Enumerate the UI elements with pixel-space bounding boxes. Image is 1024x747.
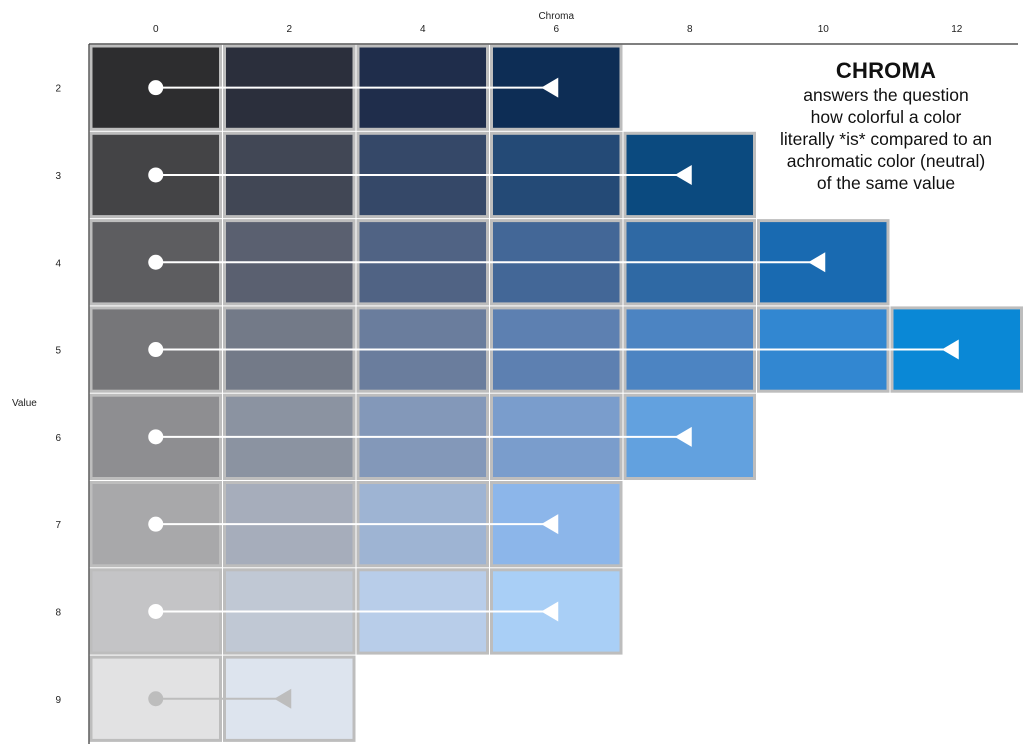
arrow-start-dot [148,429,164,445]
x-tick-label: 4 [420,24,426,35]
annotation-line-2: how colorful a color [810,107,962,127]
arrow-head [808,252,826,273]
y-tick-label: 4 [55,258,61,269]
arrow-start-dot [148,603,164,619]
arrow-start-dot [148,342,164,358]
y-tick-label: 3 [55,171,61,182]
arrow-start-dot [148,80,164,96]
annotation-title: CHROMA [835,58,937,83]
x-tick-label: 12 [951,24,963,35]
y-tick-label: 8 [55,607,61,618]
x-tick-label: 6 [553,24,559,35]
arrow-start-dot [148,516,164,532]
arrow-head [941,339,959,360]
y-axis-title: Value [12,398,37,409]
x-tick-label: 10 [818,24,830,35]
y-tick-label: 9 [55,695,61,706]
x-tick-label: 2 [286,24,292,35]
arrow-head [541,514,559,535]
y-tick-label: 2 [55,84,61,95]
arrow-head [541,77,559,98]
annotation-line-4: achromatic color (neutral) [786,151,986,171]
annotation-line-5: of the same value [816,173,956,193]
annotation-line-1: answers the question [803,85,969,105]
x-axis-title: Chroma [538,11,574,22]
chroma-annotation: CHROMA answers the question how colorful… [748,58,1024,194]
x-tick-label: 8 [687,24,693,35]
arrow-start-dot [148,691,164,707]
arrow-start-dot [148,167,164,183]
y-tick-label: 6 [55,433,61,444]
x-tick-label: 0 [153,24,159,35]
annotation-line-3: literally *is* compared to an [779,129,993,149]
y-tick-label: 7 [55,520,61,531]
arrow-head [674,164,692,185]
arrow-head [541,601,559,622]
arrow-head [274,688,292,709]
arrow-start-dot [148,254,164,270]
y-tick-label: 5 [55,346,61,357]
arrow-head [674,426,692,447]
